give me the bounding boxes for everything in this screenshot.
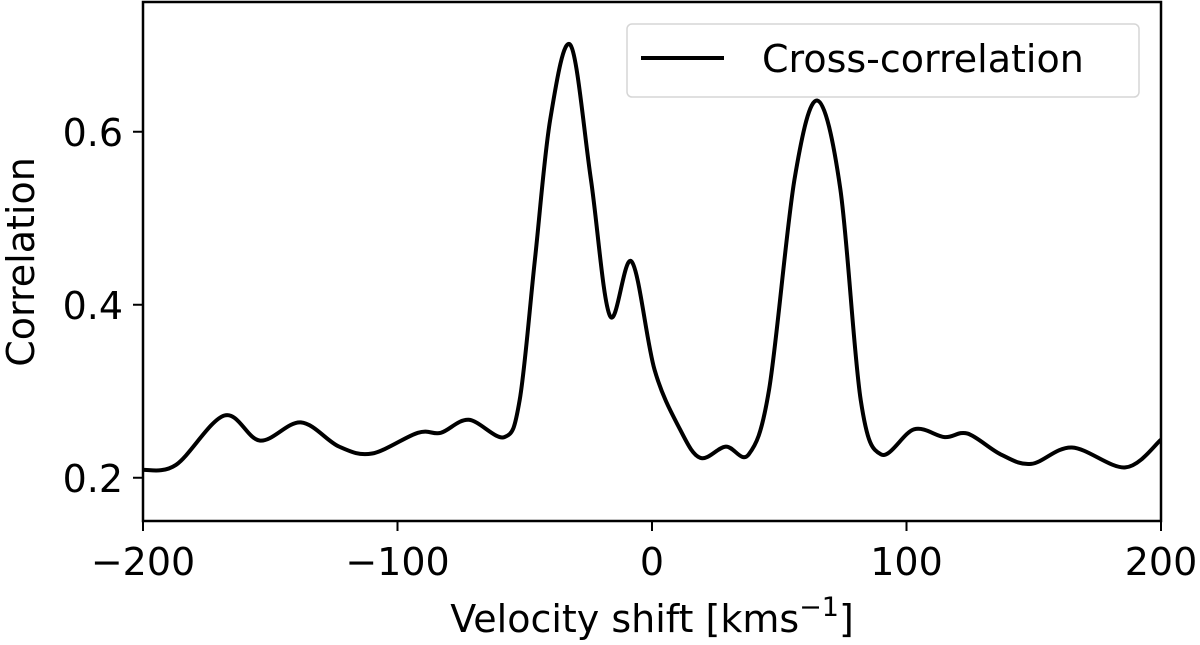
series-path bbox=[143, 41, 1161, 473]
legend: Cross-correlation bbox=[626, 23, 1140, 98]
x-tick-label: −200 bbox=[91, 540, 195, 584]
x-tick-label: −100 bbox=[345, 540, 449, 584]
y-tick-label: 0.6 bbox=[63, 111, 123, 155]
y-axis: 0.2 0.4 0.6 bbox=[63, 111, 143, 501]
y-axis-label: Correlation bbox=[0, 157, 43, 367]
x-axis-label: Velocity shift [kms−1] bbox=[450, 592, 854, 641]
legend-box bbox=[626, 23, 1140, 98]
x-tick-label: 200 bbox=[1125, 540, 1198, 584]
x-axis: −200 −100 0 100 200 bbox=[91, 521, 1197, 584]
x-tick-label: 100 bbox=[870, 540, 943, 584]
cross-correlation-line bbox=[143, 41, 1161, 473]
x-tick-label: 0 bbox=[640, 540, 664, 584]
legend-label: Cross-correlation bbox=[762, 37, 1084, 81]
y-tick-label: 0.2 bbox=[63, 457, 123, 501]
y-tick-label: 0.4 bbox=[63, 284, 123, 328]
